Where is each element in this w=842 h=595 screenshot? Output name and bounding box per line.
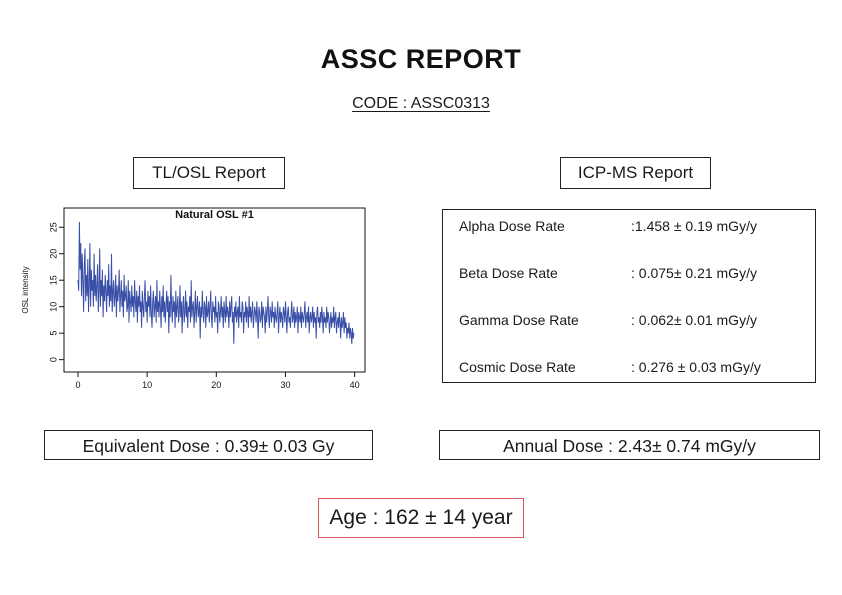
series-line bbox=[77, 221, 355, 344]
annual-dose-box: Annual Dose : 2.43± 0.74 mGy/y bbox=[439, 430, 820, 460]
chart-title: Natural OSL #1 bbox=[175, 209, 254, 221]
dose-value: : 0.276 ± 0.03 mGy/y bbox=[631, 359, 761, 375]
report-title: ASSC REPORT bbox=[320, 44, 522, 74]
dose-rate-table: Alpha Dose Rate :1.458 ± 0.19 mGy/y Beta… bbox=[442, 209, 816, 383]
plot-frame bbox=[63, 207, 366, 373]
osl-chart: Natural OSL #1 0 10 20 30 40 0 5 10 15 20 25 OSL int… bbox=[21, 207, 366, 390]
x-tick-label: 40 bbox=[350, 380, 360, 390]
y-tick-label: 5 bbox=[48, 331, 58, 336]
dose-value: :1.458 ± 0.19 mGy/y bbox=[631, 218, 757, 234]
age-result-box: Age : 162 ± 14 year bbox=[318, 498, 524, 538]
y-tick-label: 10 bbox=[48, 302, 58, 312]
y-tick-label: 25 bbox=[48, 222, 58, 232]
tlosl-report-label: TL/OSL Report bbox=[133, 157, 285, 189]
dose-name: Cosmic Dose Rate bbox=[459, 359, 576, 375]
dose-value: : 0.062± 0.01 mGy/y bbox=[631, 312, 757, 328]
dose-value: : 0.075± 0.21 mGy/y bbox=[631, 265, 757, 281]
equivalent-dose-box: Equivalent Dose : 0.39± 0.03 Gy bbox=[44, 430, 373, 460]
y-tick-label: 20 bbox=[48, 249, 58, 259]
y-tick-label: 15 bbox=[48, 275, 58, 285]
x-tick-label: 30 bbox=[280, 380, 290, 390]
icpms-report-label: ICP-MS Report bbox=[560, 157, 711, 189]
dose-name: Gamma Dose Rate bbox=[459, 312, 579, 328]
dose-name: Alpha Dose Rate bbox=[459, 218, 565, 234]
x-tick-label: 20 bbox=[211, 380, 221, 390]
x-tick-label: 10 bbox=[142, 380, 152, 390]
report-code: CODE : ASSC0313 bbox=[352, 95, 490, 112]
dose-name: Beta Dose Rate bbox=[459, 265, 558, 281]
x-tick-label: 0 bbox=[75, 380, 80, 390]
y-tick-label: 0 bbox=[48, 357, 58, 362]
y-axis-label: OSL intensity bbox=[21, 266, 30, 313]
